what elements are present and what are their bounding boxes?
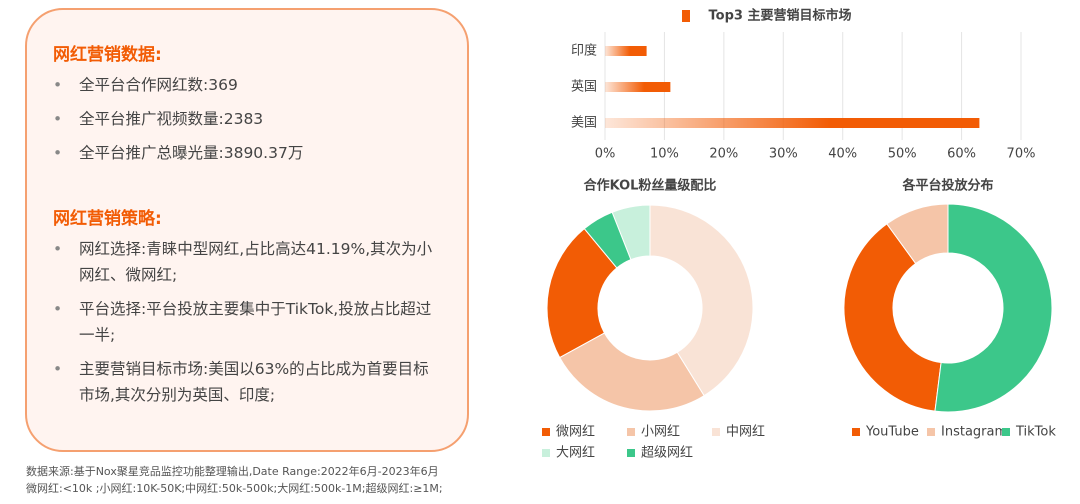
footnote: 微网红:<10k ;小网红:10K-50K;中网红:50k-500k;大网红:5…	[26, 482, 443, 495]
legend-label: 超级网红	[641, 445, 693, 461]
legend-label: 中网红	[726, 424, 765, 440]
bar	[605, 82, 671, 92]
x-tick-label: 60%	[947, 147, 976, 162]
y-tick-label: 印度	[571, 43, 597, 59]
summary-panel: 网红营销数据: 全平台合作网红数:369 全平台推广视频数量:2383 全平台推…	[25, 8, 469, 452]
legend-swatch	[542, 428, 550, 436]
footnote: 数据来源:基于Nox聚星竞品监控功能整理输出,Date Range:2022年6…	[26, 465, 439, 478]
legend-label: 小网红	[641, 424, 680, 440]
list-item: 网红选择:青睐中型网红,占比高达41.19%,其次为小网红、微网红;	[53, 236, 433, 288]
list-item: 全平台推广总曝光量:3890.37万	[53, 140, 433, 166]
legend-swatch	[712, 428, 720, 436]
chart-title: 合作KOL粉丝量级配比	[584, 178, 717, 194]
legend-swatch	[1002, 428, 1010, 436]
list-item: 主要营销目标市场:美国以63%的占比成为首要目标市场,其次分别为英国、印度;	[53, 356, 433, 408]
bar	[605, 46, 647, 56]
x-tick-label: 20%	[709, 147, 738, 162]
legend-swatch	[927, 428, 935, 436]
list-item: 平台选择:平台投放主要集中于TikTok,投放占比超过一半;	[53, 296, 433, 348]
x-tick-label: 50%	[888, 147, 917, 162]
donut-segment	[559, 332, 705, 412]
legend-swatch	[627, 428, 635, 436]
donut-segment	[583, 211, 632, 269]
heading: 网红营销数据:	[53, 45, 162, 65]
list: 全平台合作网红数:369 全平台推广视频数量:2383 全平台推广总曝光量:38…	[53, 72, 433, 174]
list-item: 全平台推广视频数量:2383	[53, 106, 433, 132]
y-tick-label: 英国	[571, 80, 597, 95]
x-tick-label: 40%	[828, 147, 857, 162]
legend-swatch	[627, 449, 635, 457]
bar	[605, 118, 980, 128]
heading: 网红营销策略:	[53, 209, 162, 229]
list: 网红选择:青睐中型网红,占比高达41.19%,其次为小网红、微网红; 平台选择:…	[53, 236, 433, 416]
x-tick-label: 70%	[1007, 147, 1036, 162]
donut-segment	[934, 203, 1053, 413]
legend-label: 大网红	[556, 445, 595, 461]
donut-segment	[843, 223, 942, 412]
x-tick-label: 10%	[650, 147, 679, 162]
x-tick-label: 30%	[769, 147, 798, 162]
y-tick-label: 美国	[571, 116, 597, 131]
x-tick-label: 0%	[595, 147, 616, 162]
chart-title: 各平台投放分布	[901, 178, 993, 194]
legend-label: TikTok	[1015, 425, 1056, 440]
list-item: 全平台合作网红数:369	[53, 72, 433, 98]
legend-swatch	[852, 428, 860, 436]
legend-label: 微网红	[556, 424, 595, 440]
donut-segment	[546, 227, 618, 359]
legend-swatch	[542, 449, 550, 457]
title-icon	[682, 10, 690, 22]
donut-segment	[649, 204, 754, 397]
legend-label: YouTube	[865, 425, 919, 440]
chart-title: Top3 主要营销目标市场	[709, 8, 852, 24]
legend-label: Instagram	[941, 425, 1007, 440]
